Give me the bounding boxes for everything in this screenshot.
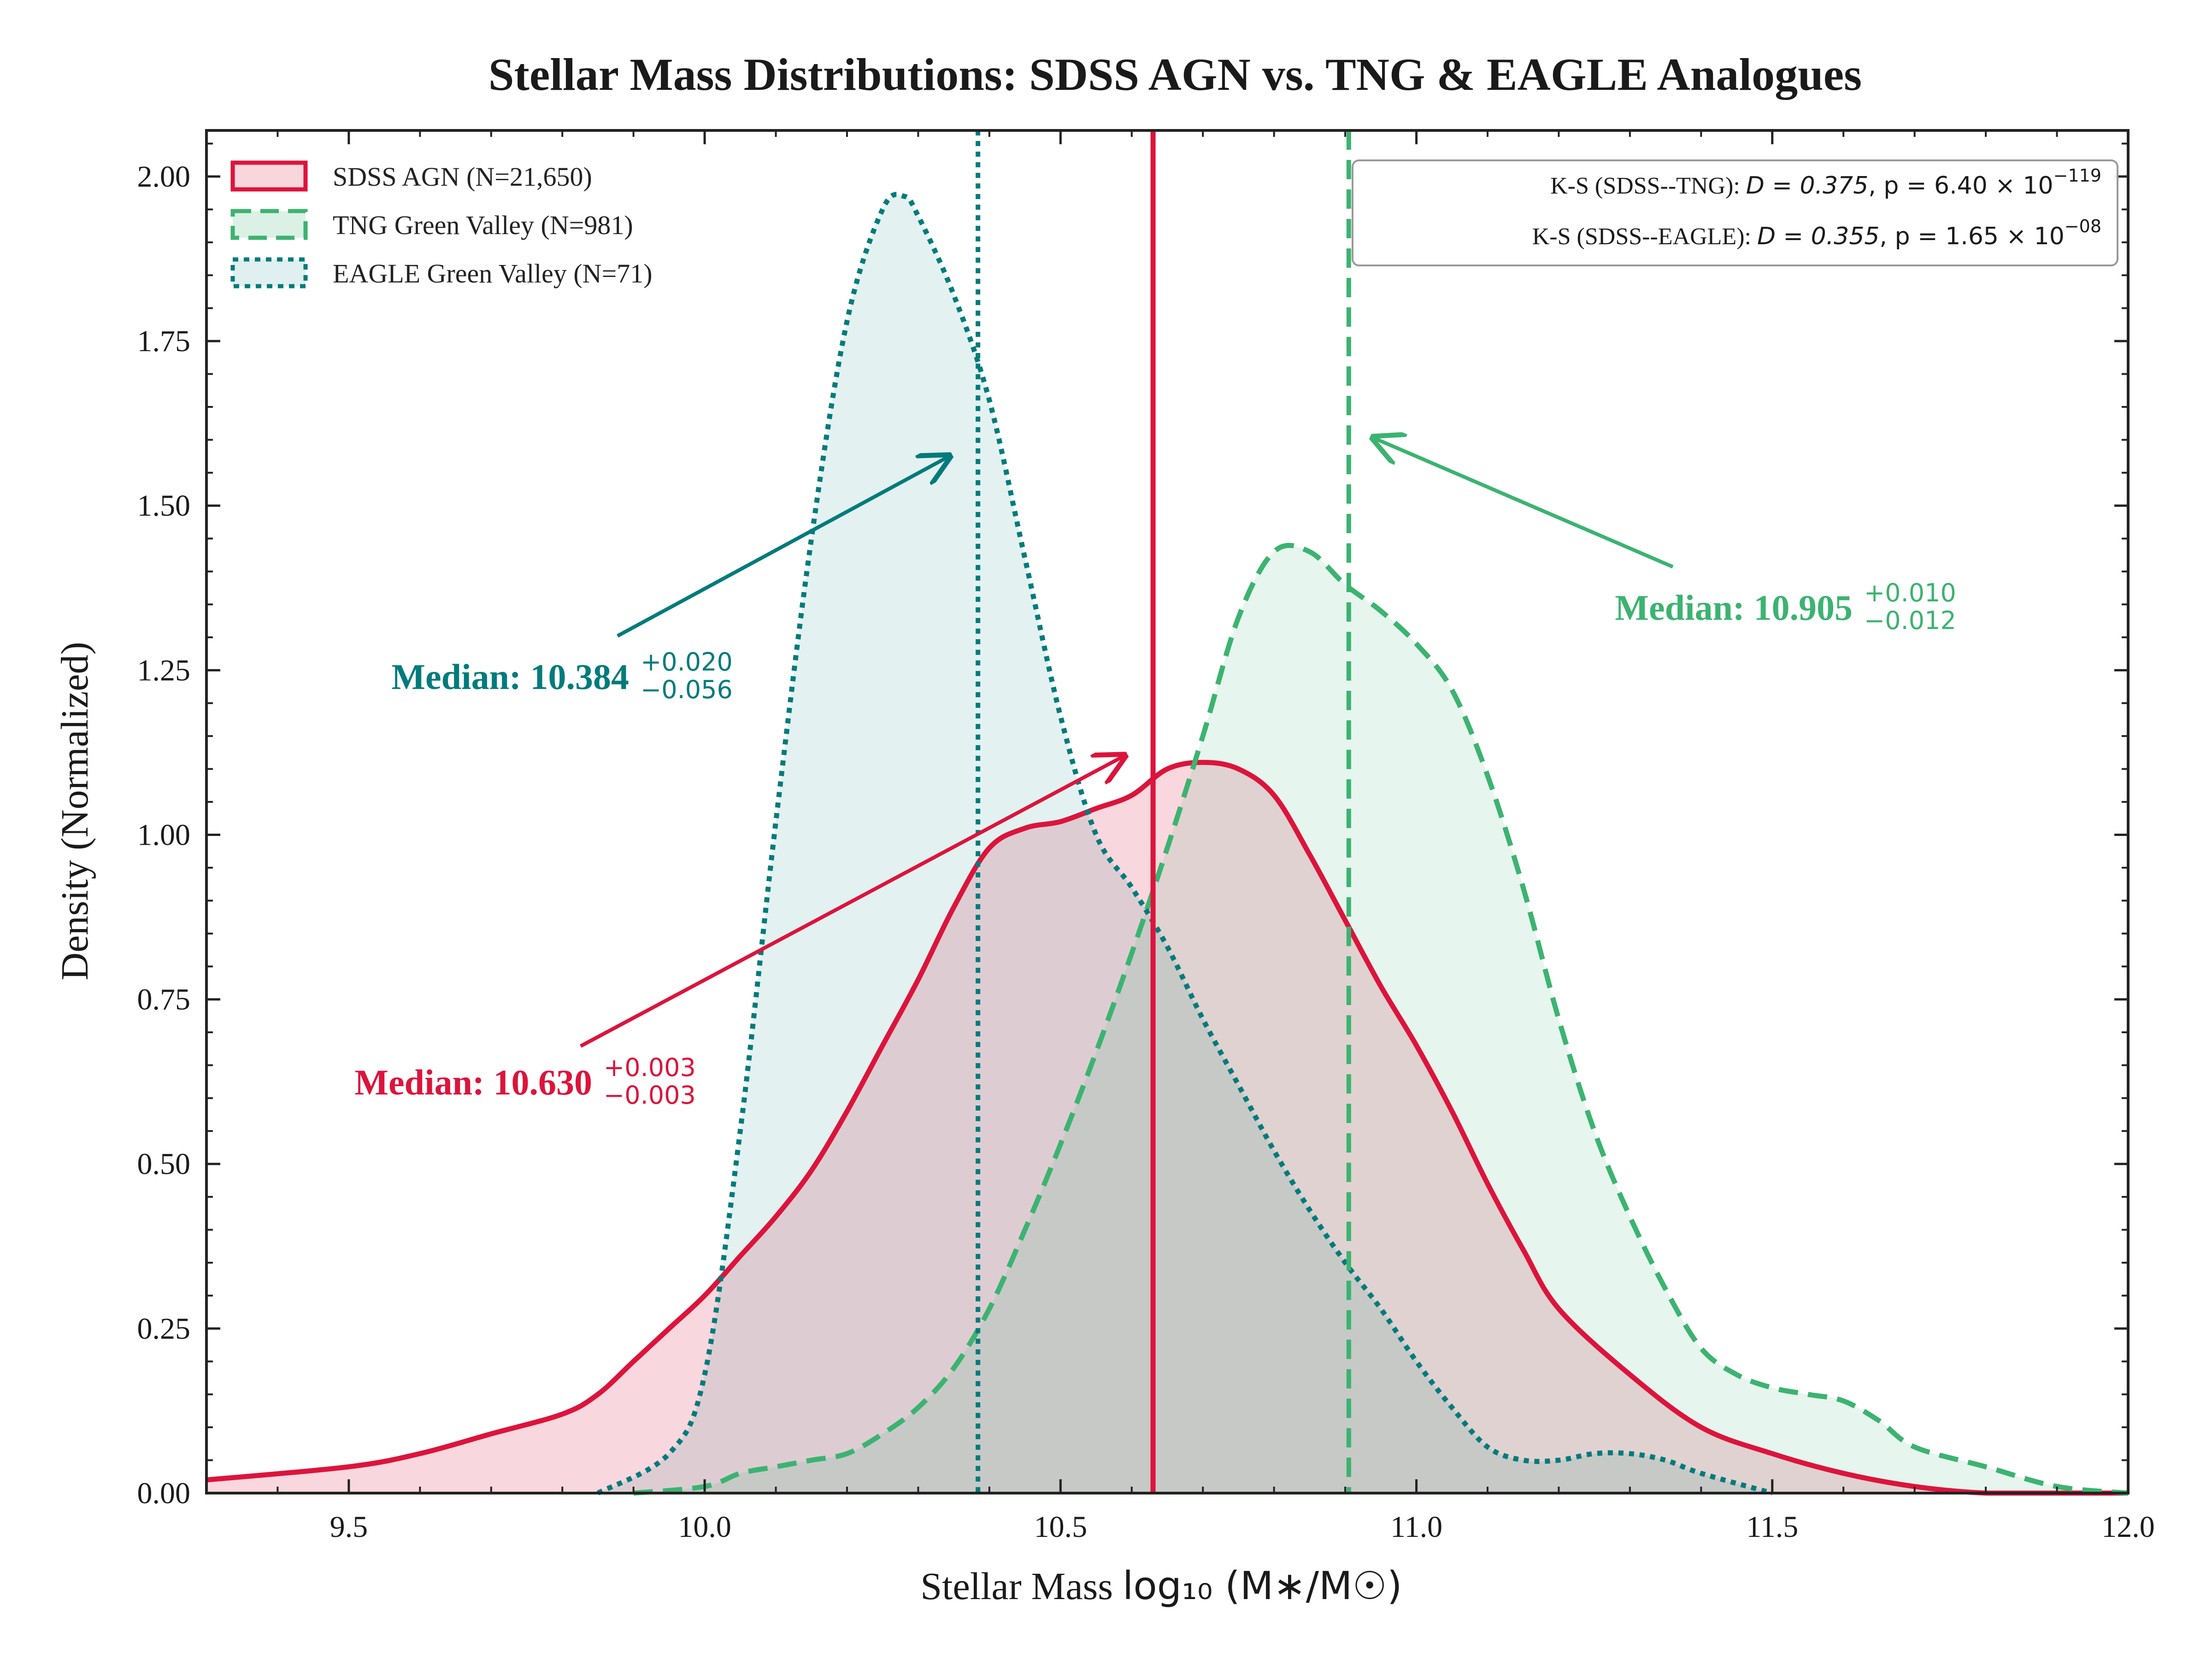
y-tick-label: 0.75 — [137, 983, 191, 1017]
x-axis-label-text: Stellar Mass — [920, 1565, 1123, 1608]
density-fill-tng — [633, 545, 2128, 1494]
eagle-median-err-minus: −0.056 — [641, 675, 733, 704]
sdss-median-err-minus: −0.003 — [604, 1081, 696, 1110]
y-tick-label: 1.75 — [137, 324, 191, 358]
tng-median-err-minus: −0.012 — [1864, 606, 1956, 635]
tng-median-label: Median: 10.905 — [1615, 588, 1853, 628]
y-tick-label: 0.25 — [137, 1312, 191, 1346]
y-tick-label: 2.00 — [137, 160, 191, 194]
y-axis-label: Density (Normalized) — [53, 642, 96, 981]
x-tick-label: 9.5 — [330, 1510, 368, 1544]
ks-line-eagle: K-S (SDSS--EAGLE): D = 0.355, p = 1.65 ×… — [1532, 216, 2101, 250]
x-tick-label: 10.0 — [678, 1510, 731, 1544]
ks-box-frame — [1352, 159, 2118, 266]
legend-label-eagle: EAGLE Green Valley (N=71) — [333, 259, 653, 288]
eagle-median-label: Median: 10.384 — [391, 657, 629, 697]
median-lines — [976, 130, 1351, 1493]
y-tick-label: 1.50 — [137, 489, 191, 523]
density-curve-sdss — [206, 759, 2128, 1496]
ks-eagle-p-exp: −08 — [2065, 216, 2101, 236]
density-fill-eagle — [598, 194, 1772, 1494]
x-tick-label: 10.5 — [1034, 1510, 1088, 1544]
ks-tng-p: , p = 6.40 × 10 — [1868, 172, 2053, 200]
x-axis-label-math: log₁₀ (M∗/M☉) — [1123, 1563, 1402, 1608]
sdss-median-annotation: Median: 10.630 +0.003 −0.003 — [354, 1053, 696, 1110]
ks-tng-label: K-S (SDSS--TNG): — [1550, 173, 1746, 199]
x-tick-label: 11.0 — [1390, 1510, 1442, 1544]
y-tick-label: 1.25 — [137, 653, 191, 687]
x-axis-label: Stellar Mass log₁₀ (M∗/M☉) — [920, 1563, 1402, 1608]
legend-swatch-sdss — [230, 160, 308, 192]
density-curve-eagle — [596, 192, 1773, 1496]
y-tick-label: 1.00 — [137, 818, 191, 852]
ks-eagle-stat: D = 0.355 — [1757, 223, 1880, 250]
x-tick-label: 12.0 — [2101, 1510, 2155, 1544]
ks-eagle-label: K-S (SDSS--EAGLE): — [1532, 224, 1757, 250]
density-curves — [206, 192, 2129, 1496]
density-fills — [206, 194, 2128, 1494]
x-tick-label: 11.5 — [1746, 1510, 1798, 1544]
eagle-median-err-plus: +0.020 — [641, 647, 733, 677]
density-curve-tng — [633, 542, 2129, 1496]
ks-tng-p-exp: −119 — [2053, 165, 2101, 186]
sdss-median-arrow — [580, 756, 1124, 1048]
y-tick-label: 0.00 — [137, 1477, 191, 1510]
y-tick-label: 0.50 — [137, 1147, 191, 1181]
sdss-median-label: Median: 10.630 — [354, 1062, 592, 1102]
legend-label-tng: TNG Green Valley (N=981) — [333, 210, 633, 240]
tng-median-annotation: Median: 10.905 +0.010 −0.012 — [1615, 578, 1956, 635]
tng-median-arrow — [1373, 438, 1674, 569]
legend-swatch-eagle — [230, 257, 308, 288]
eagle-median-arrow — [617, 456, 949, 638]
ks-test-box: K-S (SDSS--TNG): D = 0.375, p = 6.40 × 1… — [1352, 159, 2118, 266]
density-fill-sdss — [206, 762, 2128, 1493]
plot-frame — [205, 129, 2130, 1494]
legend-swatch-tng — [230, 209, 308, 240]
eagle-median-annotation: Median: 10.384 +0.020 −0.056 — [391, 647, 733, 704]
legend: SDSS AGN (N=21,650) TNG Green Valley (N=… — [230, 160, 653, 288]
legend-label-sdss: SDSS AGN (N=21,650) — [333, 162, 592, 192]
tng-median-err-plus: +0.010 — [1864, 578, 1956, 607]
sdss-median-err-plus: +0.003 — [604, 1053, 696, 1082]
ks-eagle-p: , p = 1.65 × 10 — [1880, 223, 2065, 250]
ks-line-tng: K-S (SDSS--TNG): D = 0.375, p = 6.40 × 1… — [1550, 165, 2101, 200]
ks-tng-stat: D = 0.375 — [1746, 172, 1869, 200]
chart-title: Stellar Mass Distributions: SDSS AGN vs.… — [488, 49, 1862, 100]
